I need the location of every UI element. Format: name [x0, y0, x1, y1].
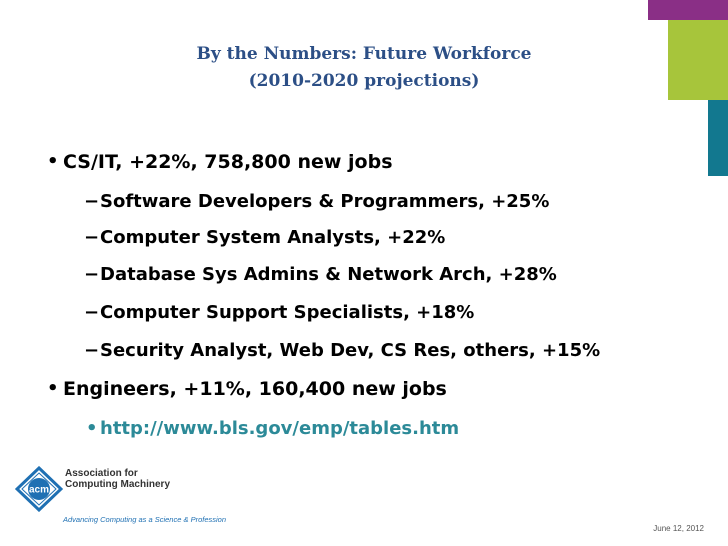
dash-marker: − — [84, 191, 100, 212]
slide-date: June 12, 2012 — [653, 524, 704, 533]
acm-logo: acm Association for Computing Machinery … — [14, 465, 235, 532]
subitem-text: Computer System Analysts, +22% — [100, 227, 446, 248]
bls-link[interactable]: http://www.bls.gov/emp/tables.htm — [100, 418, 460, 439]
subitem-software-developers: − Software Developers & Programmers, +25… — [84, 191, 550, 212]
bullet-engineers: • Engineers, +11%, 160,400 new jobs — [47, 378, 447, 400]
dash-marker: − — [84, 302, 100, 323]
acm-mark: acm — [29, 485, 49, 496]
subitem-text: Database Sys Admins & Network Arch, +28% — [100, 264, 557, 285]
acm-name-line-1: Association for — [65, 468, 138, 479]
acm-name: Association for Computing Machinery — [65, 468, 170, 490]
decorative-square-teal — [708, 100, 728, 176]
bullet-text: CS/IT, +22%, 758,800 new jobs — [63, 151, 393, 173]
subitem-text: Software Developers & Programmers, +25% — [100, 191, 550, 212]
dash-marker: − — [84, 264, 100, 285]
decorative-square-purple — [648, 0, 728, 20]
dash-marker: − — [84, 227, 100, 248]
acm-tagline: Advancing Computing as a Science & Profe… — [63, 515, 227, 524]
title-line-1: By the Numbers: Future Workforce — [196, 44, 532, 64]
bullet-cs-it: • CS/IT, +22%, 758,800 new jobs — [47, 151, 393, 173]
subitem-support-specialists: − Computer Support Specialists, +18% — [84, 302, 475, 323]
bullet-text: Engineers, +11%, 160,400 new jobs — [63, 378, 447, 400]
decorative-square-green — [668, 20, 728, 100]
title-line-2: (2010-2020 projections) — [248, 71, 480, 91]
subitem-security-analyst: − Security Analyst, Web Dev, CS Res, oth… — [84, 340, 601, 361]
acm-diamond-icon: acm — [14, 465, 64, 513]
acm-name-line-2: Computing Machinery — [65, 479, 171, 490]
subitem-text: Security Analyst, Web Dev, CS Res, other… — [100, 340, 601, 361]
subitem-bls-link[interactable]: • http://www.bls.gov/emp/tables.htm — [86, 418, 460, 439]
bullet-dot: • — [47, 151, 59, 172]
bullet-dot: • — [86, 418, 98, 439]
subitem-system-analysts: − Computer System Analysts, +22% — [84, 227, 446, 248]
slide-title: By the Numbers: Future Workforce (2010-2… — [100, 41, 628, 95]
subitem-text: Computer Support Specialists, +18% — [100, 302, 475, 323]
subitem-database-admins: − Database Sys Admins & Network Arch, +2… — [84, 264, 557, 285]
dash-marker: − — [84, 340, 100, 361]
bullet-dot: • — [47, 378, 59, 399]
